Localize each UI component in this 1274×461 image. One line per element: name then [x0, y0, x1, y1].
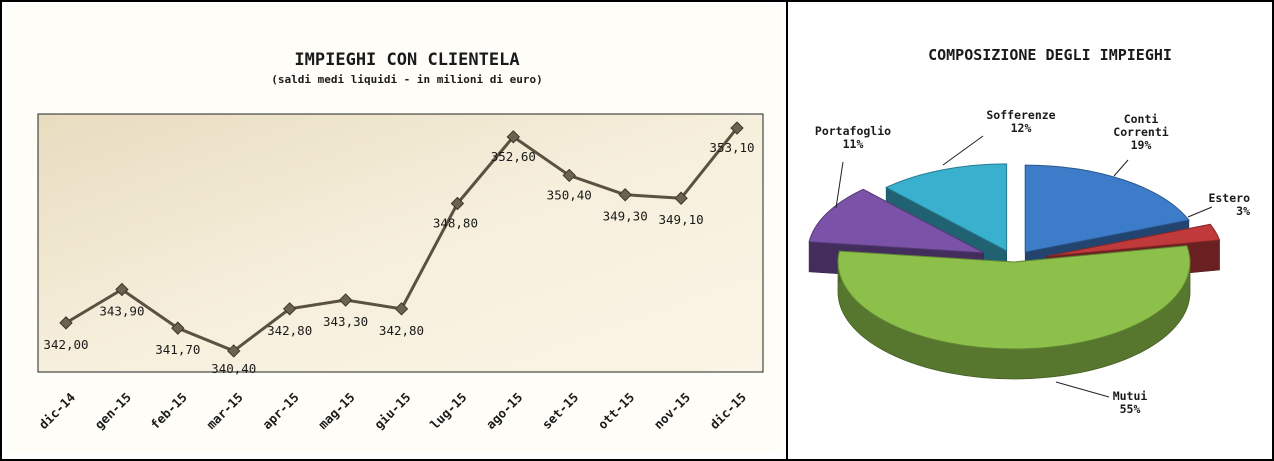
pie-percent-label: 12%	[1011, 121, 1032, 135]
data-point	[338, 293, 353, 307]
data-label: 348,80	[433, 216, 478, 231]
pie-leader-line	[1187, 206, 1213, 218]
pie-slice	[885, 163, 1008, 252]
pie-percent-label: 3%	[1236, 204, 1250, 218]
pie-percent-label: 19%	[1131, 138, 1152, 152]
data-point	[171, 321, 185, 335]
plot-area	[37, 113, 764, 373]
pie-slice	[1024, 164, 1190, 253]
data-label: 353,10	[709, 140, 754, 155]
pie-category-label: Sofferenze	[986, 108, 1055, 122]
line-chart-subtitle: (saldi medi liquidi - in milioni di euro…	[271, 73, 543, 86]
pie-category-label: Correnti	[1113, 125, 1168, 139]
pie-chart-title: COMPOSIZIONE DEGLI IMPIEGHI	[928, 46, 1172, 64]
data-label: 350,40	[547, 187, 592, 202]
data-label: 349,10	[659, 212, 704, 227]
pie-category-label: Estero	[1208, 191, 1250, 205]
data-point	[618, 188, 632, 202]
pie-leader-line	[835, 161, 844, 209]
data-label: 343,90	[99, 304, 144, 319]
data-point	[394, 302, 409, 316]
data-point	[450, 196, 465, 211]
data-point	[562, 168, 576, 183]
pie-leader-line	[1055, 381, 1110, 398]
data-point	[674, 191, 688, 205]
pie-slice	[1046, 223, 1221, 257]
data-point	[730, 121, 744, 135]
data-label: 341,70	[155, 342, 200, 357]
data-point	[506, 130, 521, 144]
pie-leader-line	[942, 135, 984, 166]
pie-percent-label: 11%	[843, 137, 864, 151]
pie-slice	[837, 245, 1191, 350]
data-label: 352,60	[491, 149, 536, 164]
pie-category-label: Portafoglio	[815, 124, 891, 138]
line-chart: IMPIEGHI CON CLIENTELA (saldi medi liqui…	[6, 6, 782, 454]
pie-chart-panel: COMPOSIZIONE DEGLI IMPIEGHI Conti Corrent…	[788, 2, 1272, 459]
data-label: 340,40	[211, 361, 256, 376]
data-label: 342,80	[267, 323, 312, 338]
data-label: 349,30	[603, 209, 648, 224]
data-point	[59, 316, 73, 330]
pie-category-label: Conti	[1124, 112, 1159, 126]
pie-category-label: Mutui	[1113, 389, 1148, 403]
data-point	[282, 302, 297, 316]
pie-leader-line	[1113, 159, 1129, 177]
line-chart-title: IMPIEGHI CON CLIENTELA	[294, 50, 519, 70]
pie-chart: COMPOSIZIONE DEGLI IMPIEGHI ContiCorrent…	[808, 46, 1250, 416]
line-chart-panel: IMPIEGHI CON CLIENTELA (saldi medi liqui…	[2, 2, 788, 459]
pie-slice	[808, 188, 984, 254]
data-label: 342,80	[379, 323, 424, 338]
data-point	[115, 282, 129, 297]
pie-percent-label: 55%	[1120, 402, 1141, 416]
data-label: 343,30	[323, 314, 368, 329]
data-label: 342,00	[43, 337, 88, 352]
data-point	[227, 344, 241, 358]
